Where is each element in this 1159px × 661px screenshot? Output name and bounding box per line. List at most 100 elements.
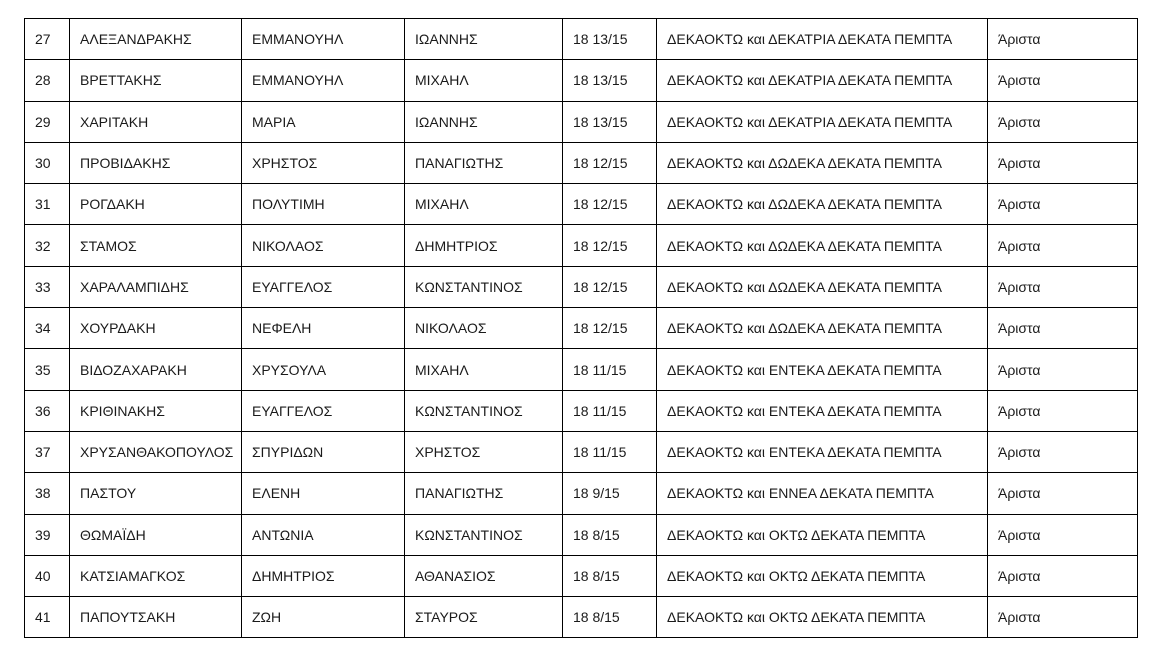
first-name-cell: ΑΝΤΩΝΙΑ — [241, 513, 405, 556]
grade-text-cell: ΔΕΚΑΟΚΤΩ και ΟΚΤΩ ΔΕΚΑΤΑ ΠΕΜΠΤΑ — [656, 596, 988, 639]
row-number-cell: 33 — [24, 265, 70, 309]
row-number-cell: 30 — [24, 141, 70, 185]
father-name-cell: ΚΩΝΣΤΑΝΤΙΝΟΣ — [404, 265, 563, 309]
table-row: 41 ΠΑΠΟΥΤΣΑΚΗ ΖΩΗ ΣΤΑΥΡΟΣ 18 8/15 ΔΕΚΑΟΚΤΩ κα… — [24, 596, 1138, 639]
father-name-cell: ΑΘΑΝΑΣΙΟΣ — [404, 554, 563, 598]
grade-rating-cell: Άριστα — [987, 596, 1138, 639]
grade-rating-cell: Άριστα — [987, 472, 1138, 515]
first-name-cell: ΕΥΑΓΓΕΛΟΣ — [241, 265, 405, 309]
first-name-cell: ΜΑΡΙΑ — [241, 100, 405, 143]
grade-text-cell: ΔΕΚΑΟΚΤΩ και ΕΝΤΕΚΑ ΔΕΚΑΤΑ ΠΕΜΠΤΑ — [656, 430, 988, 474]
first-name-cell: ΕΥΑΓΓΕΛΟΣ — [241, 389, 405, 432]
row-number-cell: 39 — [24, 513, 70, 556]
grade-numeric-cell: 18 13/15 — [562, 59, 657, 102]
surname-cell: ΧΑΡΑΛΑΜΠΙΔΗΣ — [69, 265, 242, 309]
table-body: 27 ΑΛΕΞΑΝΔΡΑΚΗΣ ΕΜΜΑΝΟΥΗΛ ΙΩΑΝΝΗΣ 18 13/15 ΔΕ… — [24, 17, 1138, 639]
row-number-cell: 32 — [24, 224, 70, 267]
grade-text-cell: ΔΕΚΑΟΚΤΩ και ΔΕΚΑΤΡΙΑ ΔΕΚΑΤΑ ΠΕΜΠΤΑ — [656, 100, 988, 143]
grade-numeric-cell: 18 9/15 — [562, 472, 657, 515]
grade-text-cell: ΔΕΚΑΟΚΤΩ και ΕΝΝΕΑ ΔΕΚΑΤΑ ΠΕΜΠΤΑ — [656, 472, 988, 515]
grade-rating-cell: Άριστα — [987, 265, 1138, 309]
grade-text-cell: ΔΕΚΑΟΚΤΩ και ΔΩΔΕΚΑ ΔΕΚΑΤΑ ΠΕΜΠΤΑ — [656, 224, 988, 267]
father-name-cell: ΙΩΑΝΝΗΣ — [404, 100, 563, 143]
table-row: 32 ΣΤΑΜΟΣ ΝΙΚΟΛΑΟΣ ΔΗΜΗΤΡΙΟΣ 18 12/15 ΔΕΚΑΟΚΤ… — [24, 224, 1138, 267]
father-name-cell: ΜΙΧΑΗΛ — [404, 348, 563, 391]
table-row: 39 ΘΩΜΑΪΔΗ ΑΝΤΩΝΙΑ ΚΩΝΣΤΑΝΤΙΝΟΣ 18 8/15 ΔΕΚΑΟ… — [24, 513, 1138, 556]
first-name-cell: ΕΛΕΝΗ — [241, 472, 405, 515]
father-name-cell: ΠΑΝΑΓΙΩΤΗΣ — [404, 472, 563, 515]
grade-numeric-cell: 18 8/15 — [562, 513, 657, 556]
grade-text-cell: ΔΕΚΑΟΚΤΩ και ΕΝΤΕΚΑ ΔΕΚΑΤΑ ΠΕΜΠΤΑ — [656, 389, 988, 432]
row-number-cell: 34 — [24, 307, 70, 350]
surname-cell: ΧΑΡΙΤΑΚΗ — [69, 100, 242, 143]
first-name-cell: ΝΕΦΕΛΗ — [241, 307, 405, 350]
table-row: 40 ΚΑΤΣΙΑΜΑΓΚΟΣ ΔΗΜΗΤΡΙΟΣ ΑΘΑΝΑΣΙΟΣ 18 8/15 Δ… — [24, 554, 1138, 598]
table-row: 38 ΠΑΣΤΟΥ ΕΛΕΝΗ ΠΑΝΑΓΙΩΤΗΣ 18 9/15 ΔΕΚΑΟΚΤΩ κ… — [24, 472, 1138, 515]
table-row: 28 ΒΡΕΤΤΑΚΗΣ ΕΜΜΑΝΟΥΗΛ ΜΙΧΑΗΛ 18 13/15 ΔΕΚΑΟΚ… — [24, 59, 1138, 102]
table-row: 33 ΧΑΡΑΛΑΜΠΙΔΗΣ ΕΥΑΓΓΕΛΟΣ ΚΩΝΣΤΑΝΤΙΝΟΣ 18 12… — [24, 265, 1138, 309]
father-name-cell: ΝΙΚΟΛΑΟΣ — [404, 307, 563, 350]
surname-cell: ΒΙΔΟΖΑΧΑΡΑΚΗ — [69, 348, 242, 391]
grade-rating-cell: Άριστα — [987, 59, 1138, 102]
surname-cell: ΧΡΥΣΑΝΘΑΚΟΠΟΥΛΟΣ — [69, 430, 242, 474]
grade-numeric-cell: 18 12/15 — [562, 307, 657, 350]
first-name-cell: ΧΡΗΣΤΟΣ — [241, 141, 405, 185]
surname-cell: ΧΟΥΡΔΑΚΗ — [69, 307, 242, 350]
grade-rating-cell: Άριστα — [987, 389, 1138, 432]
father-name-cell: ΜΙΧΑΗΛ — [404, 59, 563, 102]
grade-numeric-cell: 18 12/15 — [562, 183, 657, 226]
row-number-cell: 36 — [24, 389, 70, 432]
grade-rating-cell: Άριστα — [987, 307, 1138, 350]
grade-text-cell: ΔΕΚΑΟΚΤΩ και ΔΩΔΕΚΑ ΔΕΚΑΤΑ ΠΕΜΠΤΑ — [656, 307, 988, 350]
table-row: 30 ΠΡΟΒΙΔΑΚΗΣ ΧΡΗΣΤΟΣ ΠΑΝΑΓΙΩΤΗΣ 18 12/15 ΔΕΚ… — [24, 141, 1138, 185]
grade-numeric-cell: 18 8/15 — [562, 554, 657, 598]
grade-rating-cell: Άριστα — [987, 430, 1138, 474]
grade-numeric-cell: 18 12/15 — [562, 141, 657, 185]
table-row: 34 ΧΟΥΡΔΑΚΗ ΝΕΦΕΛΗ ΝΙΚΟΛΑΟΣ 18 12/15 ΔΕΚΑΟΚΤΩ… — [24, 307, 1138, 350]
surname-cell: ΠΡΟΒΙΔΑΚΗΣ — [69, 141, 242, 185]
table-row: 27 ΑΛΕΞΑΝΔΡΑΚΗΣ ΕΜΜΑΝΟΥΗΛ ΙΩΑΝΝΗΣ 18 13/15 ΔΕ… — [24, 17, 1138, 61]
grade-rating-cell: Άριστα — [987, 224, 1138, 267]
grade-rating-cell: Άριστα — [987, 513, 1138, 556]
row-number-cell: 29 — [24, 100, 70, 143]
grade-text-cell: ΔΕΚΑΟΚΤΩ και ΔΩΔΕΚΑ ΔΕΚΑΤΑ ΠΕΜΠΤΑ — [656, 141, 988, 185]
father-name-cell: ΣΤΑΥΡΟΣ — [404, 596, 563, 639]
surname-cell: ΠΑΠΟΥΤΣΑΚΗ — [69, 596, 242, 639]
surname-cell: ΡΟΓΔΑΚΗ — [69, 183, 242, 226]
grade-text-cell: ΔΕΚΑΟΚΤΩ και ΔΕΚΑΤΡΙΑ ΔΕΚΑΤΑ ΠΕΜΠΤΑ — [656, 59, 988, 102]
table-row: 35 ΒΙΔΟΖΑΧΑΡΑΚΗ ΧΡΥΣΟΥΛΑ ΜΙΧΑΗΛ 18 11/15 ΔΕΚΑ… — [24, 348, 1138, 391]
table-row: 36 ΚΡΙΘΙΝΑΚΗΣ ΕΥΑΓΓΕΛΟΣ ΚΩΝΣΤΑΝΤΙΝΟΣ 18 11/1… — [24, 389, 1138, 432]
grade-text-cell: ΔΕΚΑΟΚΤΩ και ΔΕΚΑΤΡΙΑ ΔΕΚΑΤΑ ΠΕΜΠΤΑ — [656, 17, 988, 61]
grade-rating-cell: Άριστα — [987, 141, 1138, 185]
grade-numeric-cell: 18 8/15 — [562, 596, 657, 639]
grade-numeric-cell: 18 12/15 — [562, 265, 657, 309]
grade-text-cell: ΔΕΚΑΟΚΤΩ και ΟΚΤΩ ΔΕΚΑΤΑ ΠΕΜΠΤΑ — [656, 554, 988, 598]
row-number-cell: 40 — [24, 554, 70, 598]
father-name-cell: ΜΙΧΑΗΛ — [404, 183, 563, 226]
father-name-cell: ΚΩΝΣΤΑΝΤΙΝΟΣ — [404, 389, 563, 432]
row-number-cell: 41 — [24, 596, 70, 639]
grade-text-cell: ΔΕΚΑΟΚΤΩ και ΕΝΤΕΚΑ ΔΕΚΑΤΑ ΠΕΜΠΤΑ — [656, 348, 988, 391]
father-name-cell: ΧΡΗΣΤΟΣ — [404, 430, 563, 474]
row-number-cell: 28 — [24, 59, 70, 102]
grade-numeric-cell: 18 13/15 — [562, 100, 657, 143]
row-number-cell: 35 — [24, 348, 70, 391]
row-number-cell: 38 — [24, 472, 70, 515]
grade-rating-cell: Άριστα — [987, 554, 1138, 598]
first-name-cell: ΖΩΗ — [241, 596, 405, 639]
first-name-cell: ΔΗΜΗΤΡΙΟΣ — [241, 554, 405, 598]
row-number-cell: 27 — [24, 17, 70, 61]
surname-cell: ΚΑΤΣΙΑΜΑΓΚΟΣ — [69, 554, 242, 598]
first-name-cell: ΕΜΜΑΝΟΥΗΛ — [241, 17, 405, 61]
table-row: 31 ΡΟΓΔΑΚΗ ΠΟΛΥΤΙΜΗ ΜΙΧΑΗΛ 18 12/15 ΔΕΚΑΟΚΤΩ … — [24, 183, 1138, 226]
first-name-cell: ΝΙΚΟΛΑΟΣ — [241, 224, 405, 267]
first-name-cell: ΣΠΥΡΙΔΩΝ — [241, 430, 405, 474]
father-name-cell: ΔΗΜΗΤΡΙΟΣ — [404, 224, 563, 267]
grade-numeric-cell: 18 11/15 — [562, 348, 657, 391]
grade-numeric-cell: 18 11/15 — [562, 430, 657, 474]
grade-text-cell: ΔΕΚΑΟΚΤΩ και ΔΩΔΕΚΑ ΔΕΚΑΤΑ ΠΕΜΠΤΑ — [656, 183, 988, 226]
surname-cell: ΠΑΣΤΟΥ — [69, 472, 242, 515]
father-name-cell: ΙΩΑΝΝΗΣ — [404, 17, 563, 61]
grade-rating-cell: Άριστα — [987, 348, 1138, 391]
first-name-cell: ΕΜΜΑΝΟΥΗΛ — [241, 59, 405, 102]
